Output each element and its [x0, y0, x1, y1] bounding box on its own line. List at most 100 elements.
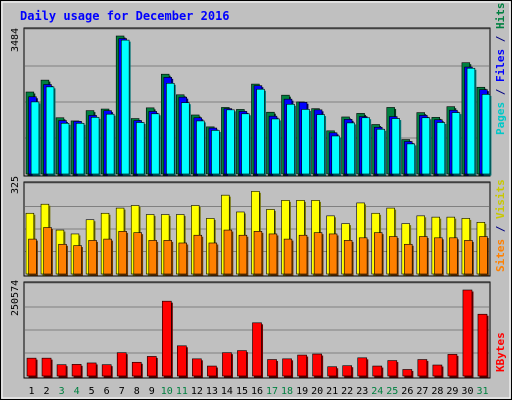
day-label-20: 20	[311, 386, 323, 397]
bar-kbytes-day-30	[462, 289, 473, 377]
legend-hits: Hits	[494, 3, 507, 30]
day-label-26: 26	[401, 386, 413, 397]
bar-pages-day-4	[75, 122, 85, 175]
bar-kbytes-day-17	[267, 359, 277, 377]
day-label-6: 6	[104, 386, 110, 397]
bar-pages-day-11	[181, 102, 190, 175]
panel-hits-files-pages	[23, 27, 492, 177]
day-label-31: 31	[476, 386, 488, 397]
bar-sites-day-10	[163, 240, 172, 275]
bar-sites-day-19	[298, 234, 308, 275]
bar-sites-day-3	[58, 243, 67, 275]
day-label-21: 21	[326, 386, 338, 397]
bar-pages-day-14	[226, 109, 235, 175]
legend-sep2: /	[494, 29, 507, 49]
bar-pages-day-25	[391, 118, 401, 175]
bar-pages-day-7	[121, 39, 130, 175]
bar-kbytes-day-16	[252, 322, 262, 377]
bar-sites-day-8	[133, 232, 142, 275]
bar-pages-day-18	[286, 103, 295, 175]
panel-visits-sites	[23, 181, 491, 277]
panel3-scale-label: 250574	[10, 280, 21, 316]
day-label-29: 29	[446, 386, 458, 397]
bar-kbytes-day-24	[372, 365, 383, 377]
bar-sites-day-15	[238, 234, 248, 275]
day-label-30: 30	[461, 386, 473, 397]
bar-pages-day-31	[481, 94, 491, 175]
bar-sites-day-26	[404, 243, 413, 275]
day-label-5: 5	[89, 386, 95, 397]
day-label-1: 1	[29, 386, 35, 397]
bar-pages-day-22	[346, 122, 355, 175]
bar-kbytes-day-9	[146, 356, 157, 377]
legend-sites: Sites	[494, 239, 507, 272]
bar-kbytes-day-21	[327, 366, 337, 377]
legend-sep1: /	[494, 82, 507, 102]
bar-pages-day-20	[316, 114, 325, 175]
panel2-scale-label: 325	[10, 176, 21, 194]
bar-pages-day-3	[60, 122, 70, 175]
bar-pages-day-10	[166, 82, 175, 175]
bar-pages-day-24	[376, 128, 385, 175]
bar-kbytes-day-3	[56, 364, 67, 377]
bar-pages-day-16	[256, 88, 265, 175]
bar-sites-day-5	[88, 240, 97, 275]
x-axis-day-labels: 1 2 3 4 5 6 7 8 9 10 11 12 13 14 15 16 17 18 19 20 21 22 23 24 2…	[29, 386, 489, 397]
bar-kbytes-day-2	[41, 357, 52, 377]
day-label-17: 17	[266, 386, 278, 397]
bar-sites-day-16	[253, 231, 263, 275]
bar-sites-day-17	[268, 233, 278, 275]
bar-pages-day-19	[301, 109, 310, 175]
bar-sites-day-24	[373, 232, 383, 275]
bar-kbytes-day-28	[432, 364, 443, 377]
day-label-28: 28	[431, 386, 443, 397]
bar-sites-day-27	[419, 236, 428, 275]
bar-kbytes-day-10	[161, 300, 172, 377]
bar-pages-day-1	[30, 101, 40, 175]
bar-kbytes-day-31	[477, 313, 488, 377]
bar-sites-day-13	[208, 242, 218, 275]
day-label-7: 7	[119, 386, 125, 397]
bar-kbytes-day-26	[402, 369, 413, 377]
bar-sites-day-25	[389, 236, 398, 275]
bar-kbytes-day-15	[237, 350, 247, 377]
day-label-16: 16	[251, 386, 263, 397]
day-label-12: 12	[191, 386, 203, 397]
legend-top: Pages / Files / Hits	[494, 3, 507, 136]
legend-kbytes: KBytes	[494, 332, 507, 372]
day-label-13: 13	[206, 386, 218, 397]
bar-sites-day-20	[313, 232, 323, 275]
day-label-18: 18	[281, 386, 293, 397]
bar-sites-day-30	[464, 240, 473, 275]
bar-sites-day-18	[283, 238, 293, 275]
bar-sites-day-21	[328, 233, 338, 275]
bar-kbytes-day-5	[86, 362, 97, 377]
bar-kbytes-day-18	[282, 358, 292, 377]
bar-pages-day-27	[421, 117, 431, 175]
bar-kbytes-day-22	[342, 365, 353, 377]
bar-kbytes-day-6	[101, 364, 112, 377]
legend-sep3: /	[494, 219, 507, 239]
bar-pages-day-12	[196, 120, 205, 175]
day-label-19: 19	[296, 386, 308, 397]
panel-kbytes	[23, 281, 491, 379]
legend-files: Files	[494, 49, 507, 82]
panel1-scale-label: 3484	[10, 28, 21, 52]
bar-kbytes-day-4	[71, 364, 82, 377]
bar-pages-day-28	[436, 122, 446, 175]
bar-kbytes-day-27	[417, 359, 428, 377]
bar-pages-day-13	[211, 130, 220, 175]
bar-sites-day-7	[118, 231, 127, 275]
bar-sites-day-1	[28, 238, 37, 275]
bar-pages-day-6	[105, 113, 115, 175]
bar-sites-day-6	[103, 238, 112, 275]
bar-sites-day-14	[223, 229, 233, 275]
day-label-24: 24	[371, 386, 383, 397]
bar-kbytes-day-13	[207, 365, 217, 377]
bar-kbytes-day-14	[222, 352, 232, 377]
day-label-15: 15	[236, 386, 248, 397]
day-label-23: 23	[356, 386, 368, 397]
bar-kbytes-day-7	[116, 352, 127, 377]
